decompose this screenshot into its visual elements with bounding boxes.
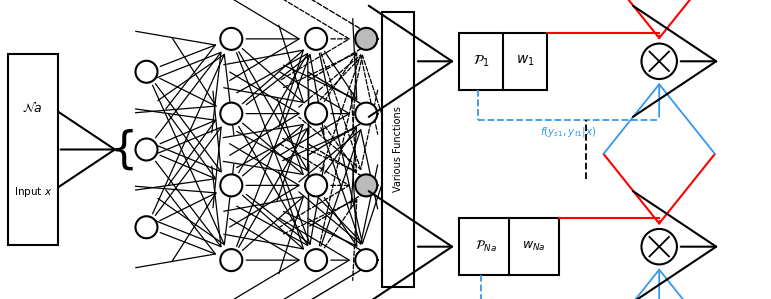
Circle shape — [355, 249, 377, 271]
Text: $\{$: $\{$ — [109, 127, 134, 172]
Bar — [459, 218, 559, 275]
Circle shape — [305, 103, 327, 125]
Circle shape — [305, 249, 327, 271]
Circle shape — [355, 28, 377, 50]
Circle shape — [641, 44, 677, 79]
Circle shape — [355, 103, 377, 125]
Circle shape — [221, 174, 242, 196]
Text: $w_{Na}$: $w_{Na}$ — [522, 240, 546, 253]
Circle shape — [221, 28, 242, 50]
Text: $f(y_{s1},y_{t1}|x)$: $f(y_{s1},y_{t1}|x)$ — [540, 125, 597, 139]
Circle shape — [305, 28, 327, 50]
Text: $\mathcal{N}a$: $\mathcal{N}a$ — [22, 100, 43, 115]
Bar — [459, 33, 547, 90]
Circle shape — [136, 61, 157, 83]
Text: $w_1$: $w_1$ — [516, 54, 534, 68]
Circle shape — [305, 174, 327, 196]
Text: $\mathcal{P}_{Na}$: $\mathcal{P}_{Na}$ — [475, 239, 497, 254]
Circle shape — [221, 249, 242, 271]
Circle shape — [221, 103, 242, 125]
Bar — [8, 54, 58, 245]
Circle shape — [136, 216, 157, 238]
Circle shape — [355, 174, 377, 196]
Text: $\mathcal{P}_1$: $\mathcal{P}_1$ — [473, 54, 490, 69]
Text: Various Functions: Various Functions — [393, 106, 402, 193]
Bar — [382, 12, 414, 287]
Circle shape — [136, 138, 157, 161]
Text: Input $x$: Input $x$ — [14, 184, 52, 199]
Circle shape — [641, 229, 677, 264]
